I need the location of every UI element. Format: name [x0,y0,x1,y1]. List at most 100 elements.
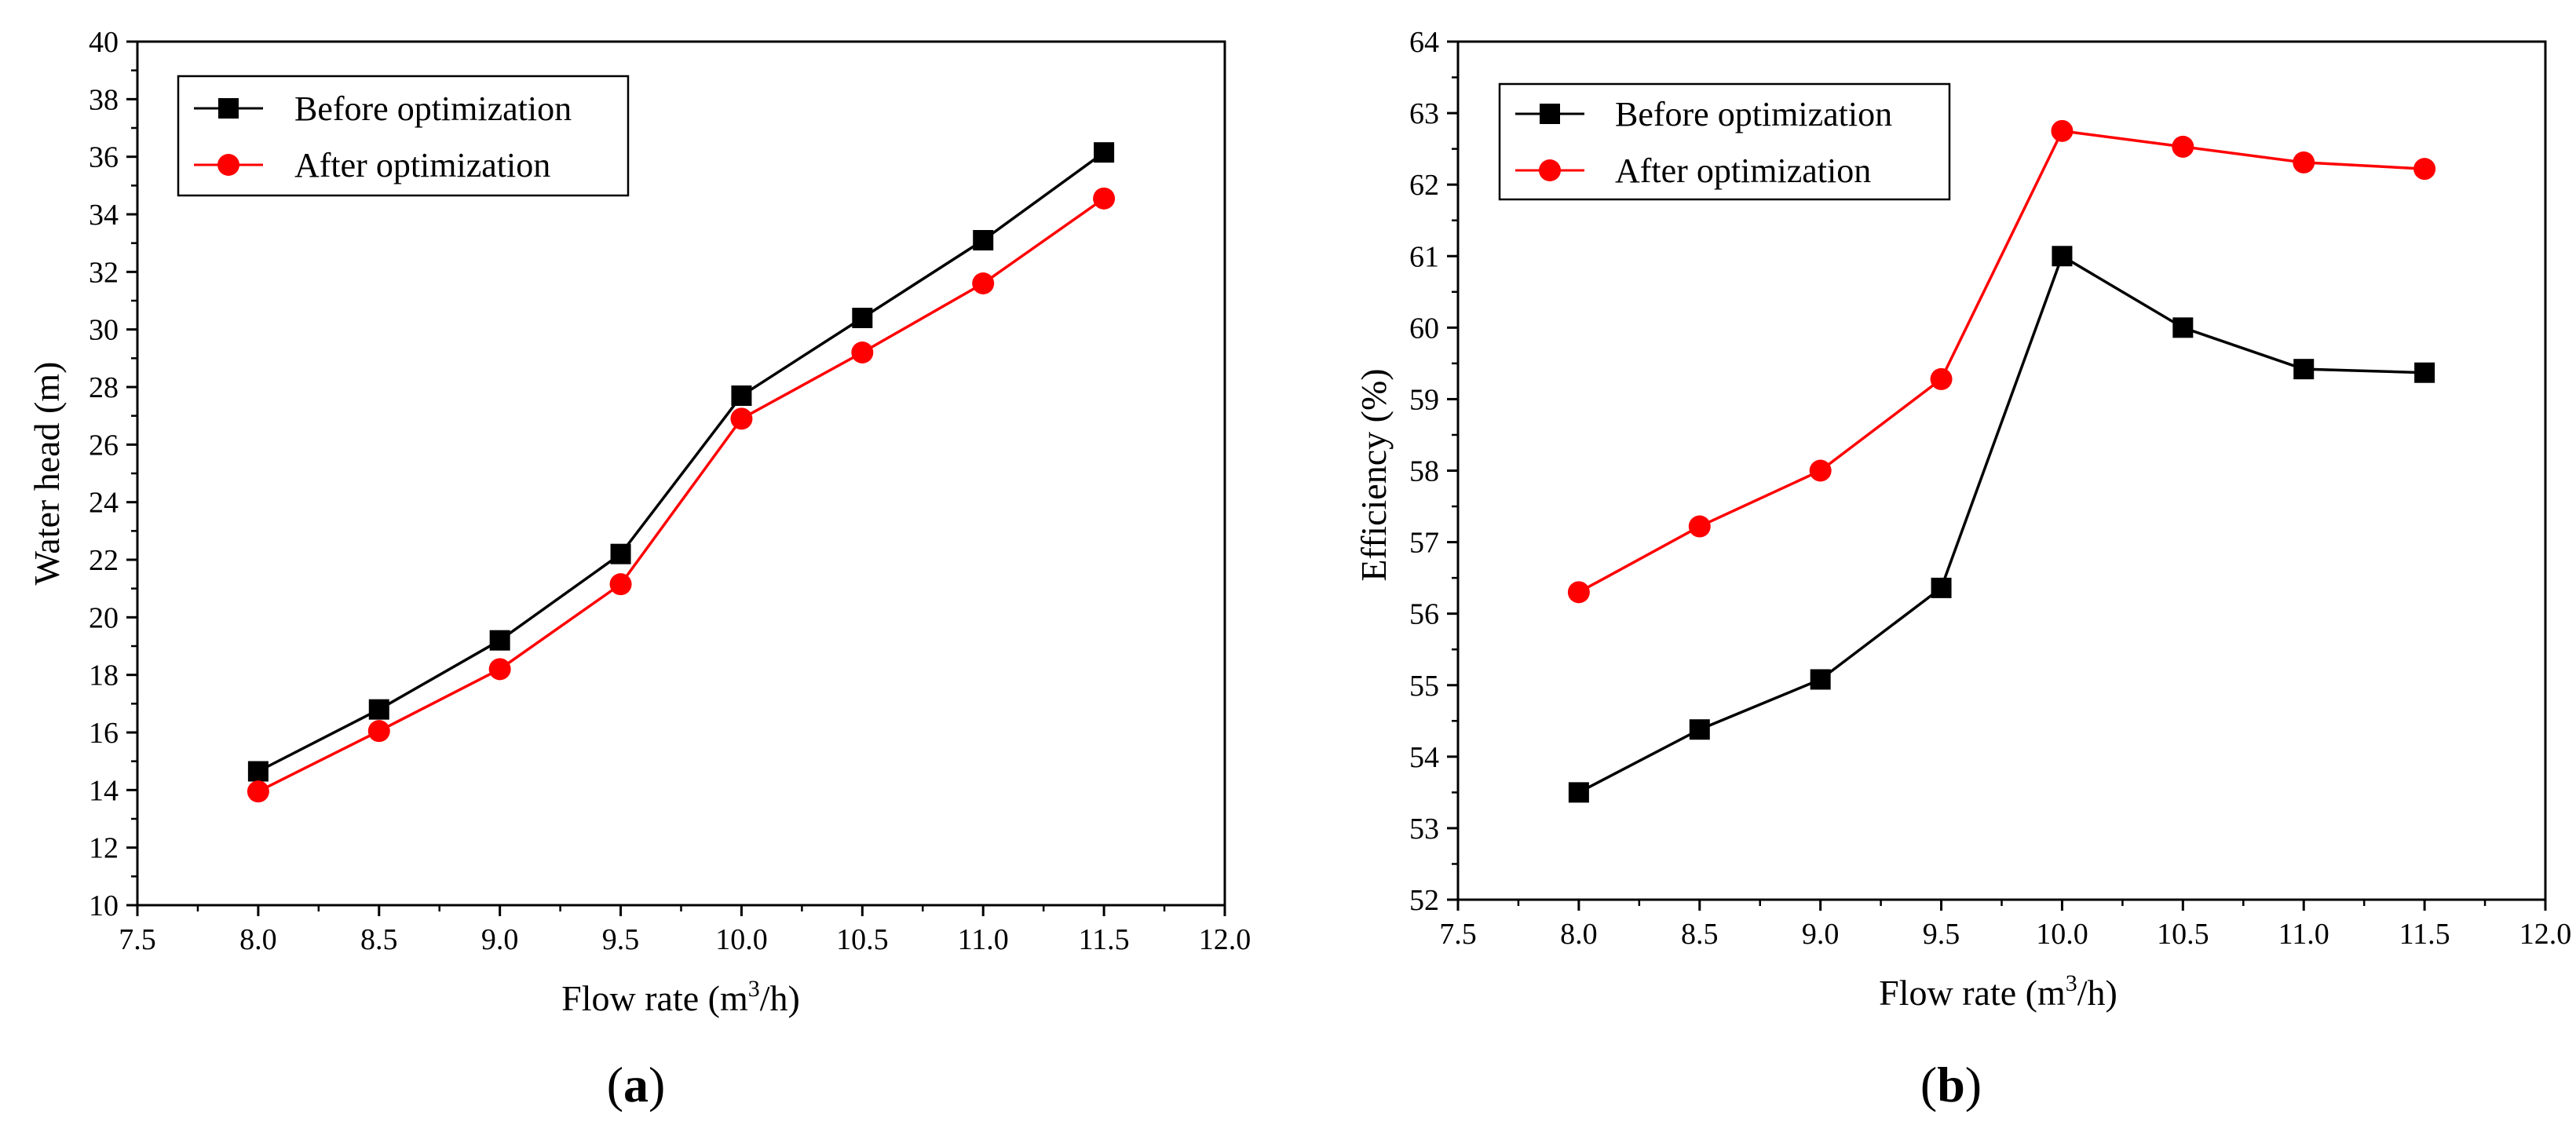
y-tick-label: 40 [89,26,119,59]
data-point-after [367,720,390,743]
x-tick-label: 10.5 [2157,918,2209,951]
y-tick-label: 24 [89,487,119,520]
y-tick-label: 12 [89,832,119,865]
y-tick-label: 60 [1409,312,1439,345]
data-point-before [1931,577,1952,598]
legend-marker-square [1540,104,1560,124]
data-point-after [972,272,995,294]
series-group [247,142,1116,803]
data-point-after [2413,158,2436,181]
y-tick-label: 14 [89,774,119,807]
data-point-after [1093,187,1116,210]
x-tick-label: 9.5 [1923,918,1960,951]
y-tick-label: 54 [1409,741,1439,774]
y-tick-label: 26 [89,429,119,462]
data-point-before [1094,142,1115,163]
series-line-after [1578,129,2425,594]
y-tick-label: 62 [1409,169,1439,202]
data-point-after [2172,135,2194,158]
x-tick-label: 9.0 [1802,918,1840,951]
x-tick-label: 11.0 [2278,918,2329,951]
data-point-before [2414,362,2435,383]
y-tick-label: 38 [89,83,119,116]
legend-marker-circle [1539,159,1561,181]
x-tick-label: 10.5 [836,923,889,956]
legend-label-after: After optimization [1615,152,1871,190]
y-tick-label: 59 [1409,383,1439,416]
data-point-before [1810,669,1831,690]
y-tick-label: 10 [89,889,119,922]
panel-label-a: (a) [607,1057,666,1112]
y-axis-ticks: 52 53 54 55 56 57 58 59 60 61 62 63 64 [1409,26,1458,917]
x-tick-label: 10.0 [2036,918,2088,951]
y-tick-label: 22 [89,544,119,577]
x-tick-label: 8.5 [360,923,398,956]
y-tick-label: 58 [1409,455,1439,488]
data-point-after [2293,151,2315,173]
data-point-before [2172,317,2194,338]
data-point-before [489,630,510,651]
y-tick-label: 18 [89,659,119,692]
y-axis-title: Water head (m) [27,362,67,586]
x-axis-ticks: 7.5 8.0 8.5 9.0 9.5 10.0 10.5 11.0 11.5 12.0 [119,905,1251,956]
data-point-after [730,407,753,430]
series-line-before [258,151,1105,773]
data-point-before [610,543,631,564]
y-tick-label: 36 [89,141,119,174]
data-point-before [973,230,994,250]
y-tick-label: 52 [1409,884,1439,917]
data-point-after [1688,515,1711,538]
series-group [1567,119,2436,803]
data-point-before [1689,719,1710,740]
y-tick-label: 57 [1409,527,1439,560]
y-axis-title: Efficiency (%) [1354,368,1394,581]
x-tick-label: 9.0 [481,923,519,956]
data-point-after [1567,581,1590,604]
x-tick-label: 7.5 [1439,918,1477,951]
y-tick-label: 55 [1409,670,1439,703]
x-tick-label: 8.0 [239,923,277,956]
y-tick-label: 28 [89,371,119,404]
x-tick-label: 12.0 [1199,923,1251,956]
y-tick-label: 63 [1409,97,1439,130]
legend: Before optimization After optimization [1498,82,1951,201]
data-point-before [731,385,752,406]
y-axis-ticks: 10 12 14 16 18 20 22 24 26 28 30 32 34 36 38 40 [89,26,137,922]
data-point-before [2052,246,2073,267]
y-tick-label: 64 [1409,26,1439,59]
chart-panel-b: 7.5 8.0 8.5 9.0 9.5 10.0 10.5 11.0 11.5 12.0 52 53… [1354,26,2571,1112]
y-tick-label: 34 [89,199,119,232]
data-point-after [1809,459,1832,482]
legend-label-after: After optimization [294,146,550,184]
x-axis-title: Flow rate (m3/h) [561,976,800,1018]
y-tick-label: 20 [89,601,119,634]
data-point-after [247,780,269,803]
data-point-after [488,658,511,681]
y-tick-label: 61 [1409,240,1439,273]
y-tick-label: 30 [89,314,119,347]
chart-panel-a: 7.5 8.0 8.5 9.0 9.5 10.0 10.5 11.0 11.5 12.0 10 12… [27,26,1251,1112]
legend-box [1498,82,1951,201]
x-tick-label: 9.5 [602,923,640,956]
x-tick-label: 11.5 [2399,918,2450,951]
panel-label-b: (b) [1920,1057,1982,1112]
legend-label-before: Before optimization [294,89,572,128]
legend-marker-circle [217,154,239,176]
data-point-before [247,761,269,782]
series-line-before [1578,254,2425,794]
y-tick-label: 32 [89,256,119,289]
x-tick-label: 10.0 [715,923,768,956]
data-point-before [1568,782,1589,803]
x-tick-label: 7.5 [119,923,156,956]
legend: Before optimization After optimization [177,75,630,197]
data-point-after [851,342,874,363]
x-tick-label: 12.0 [2519,918,2572,951]
data-point-before [368,699,389,720]
x-axis-title: Flow rate (m3/h) [1879,970,2117,1013]
x-tick-label: 11.5 [1079,923,1130,956]
x-tick-label: 8.0 [1560,918,1598,951]
data-point-after [1930,367,1953,390]
data-point-after [609,573,632,596]
legend-box [177,75,630,197]
